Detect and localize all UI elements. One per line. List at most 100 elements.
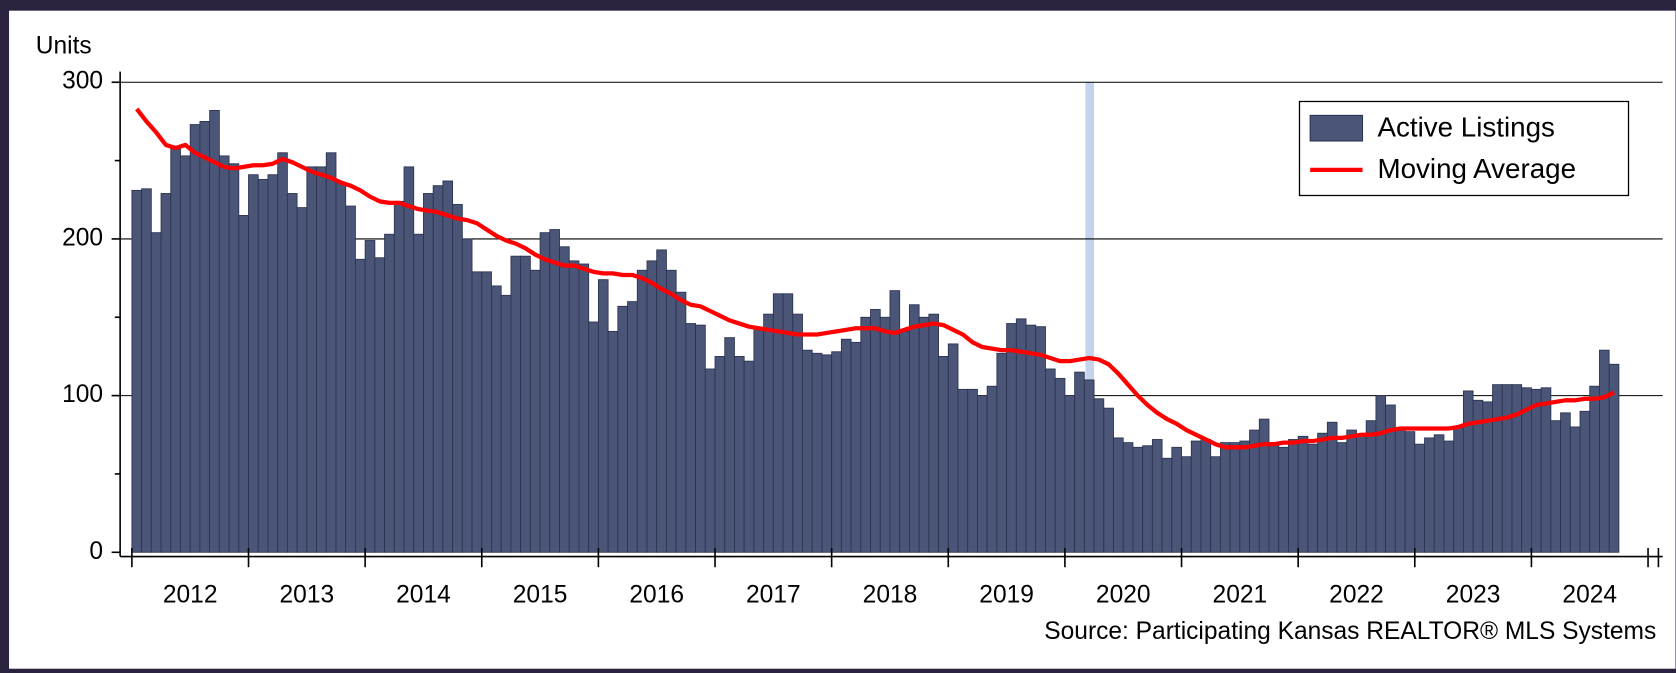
bar xyxy=(364,240,376,553)
bar xyxy=(1414,443,1425,553)
bar xyxy=(267,174,279,553)
bar xyxy=(316,166,327,553)
bar xyxy=(393,200,405,553)
bar xyxy=(967,388,978,553)
bar xyxy=(500,294,512,553)
bar xyxy=(1297,435,1309,553)
bar xyxy=(442,180,454,553)
bar xyxy=(277,152,288,553)
bar xyxy=(1288,439,1299,553)
x-tick-label: 2022 xyxy=(1329,582,1384,609)
bar xyxy=(160,193,172,553)
bar xyxy=(1589,385,1600,553)
x-tick-label: 2013 xyxy=(280,582,335,609)
bar xyxy=(986,385,998,553)
bar xyxy=(607,330,619,553)
bar xyxy=(1433,434,1445,553)
y-tick-label: 100 xyxy=(62,381,103,408)
bar xyxy=(947,343,959,553)
bar xyxy=(354,258,366,553)
bar xyxy=(257,178,269,553)
bar xyxy=(1132,446,1144,553)
bar xyxy=(1443,440,1455,553)
bar xyxy=(539,232,551,553)
bar xyxy=(899,330,910,553)
bar xyxy=(840,338,852,553)
bar xyxy=(1453,426,1464,553)
bar xyxy=(627,301,638,553)
bar xyxy=(238,215,249,553)
bar xyxy=(1375,395,1387,553)
x-tick-label: 2012 xyxy=(163,582,218,609)
bar xyxy=(1530,388,1542,553)
bar xyxy=(481,271,492,553)
bar xyxy=(928,313,939,553)
bar xyxy=(704,368,716,553)
bar xyxy=(870,309,881,553)
bar xyxy=(1190,440,1202,553)
bar xyxy=(452,204,463,553)
bar xyxy=(1550,420,1562,553)
bar xyxy=(743,360,755,553)
bar xyxy=(724,337,735,553)
bar xyxy=(1569,426,1581,553)
bar xyxy=(821,354,833,553)
bar xyxy=(597,279,609,553)
bar xyxy=(792,313,803,553)
bar xyxy=(471,271,483,553)
bar xyxy=(529,269,541,553)
bar xyxy=(335,182,347,553)
bar xyxy=(831,351,842,553)
bar xyxy=(860,316,871,553)
bar xyxy=(1346,429,1357,553)
bar xyxy=(559,246,570,553)
legend-label: Active Listings xyxy=(1377,112,1554,143)
bar xyxy=(1540,387,1552,553)
bar xyxy=(1424,437,1435,553)
bar xyxy=(520,255,531,553)
bar xyxy=(384,233,395,553)
bar xyxy=(403,166,415,553)
bar xyxy=(1501,384,1513,553)
bar xyxy=(1385,404,1396,553)
bar xyxy=(413,233,424,553)
bar xyxy=(957,388,969,553)
bar xyxy=(1599,349,1610,553)
bar xyxy=(1006,323,1017,553)
bar xyxy=(325,152,337,553)
bar xyxy=(1258,418,1270,553)
bar xyxy=(549,229,560,553)
bar xyxy=(1054,377,1066,553)
y-axis-label: Units xyxy=(36,32,92,59)
source-note: Source: Participating Kansas REALTOR® ML… xyxy=(1044,618,1656,645)
x-tick-label: 2018 xyxy=(863,582,918,609)
bar xyxy=(1404,431,1416,553)
bar xyxy=(646,260,658,553)
bar xyxy=(588,321,599,553)
bar xyxy=(1045,368,1056,553)
x-tick-label: 2021 xyxy=(1213,582,1268,609)
bar xyxy=(1093,398,1105,553)
bar xyxy=(1239,440,1250,553)
bar xyxy=(850,341,862,553)
bar xyxy=(1171,446,1182,553)
bar xyxy=(656,249,667,553)
bar xyxy=(1151,439,1163,553)
bar xyxy=(675,291,687,553)
bar xyxy=(461,238,473,553)
legend-swatch xyxy=(1309,114,1364,142)
x-tick-label: 2015 xyxy=(513,582,568,609)
bar xyxy=(617,305,628,553)
bar xyxy=(345,205,356,553)
bar xyxy=(938,356,949,553)
moving-average-line xyxy=(135,107,1615,450)
bar xyxy=(1064,395,1076,553)
bar xyxy=(180,155,191,553)
y-tick-label: 200 xyxy=(62,224,103,251)
bar xyxy=(636,269,648,553)
bar xyxy=(996,352,1008,553)
bar xyxy=(666,269,677,553)
bar xyxy=(1268,442,1280,553)
bar xyxy=(879,316,891,553)
